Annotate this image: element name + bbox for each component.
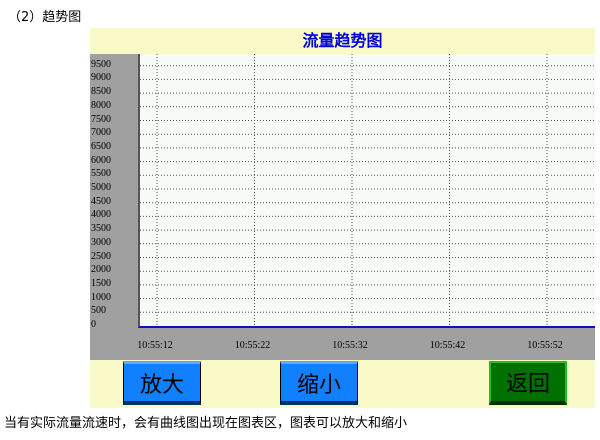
- x-tick-label: 10:55:52: [527, 340, 563, 351]
- x-axis: [90, 328, 595, 360]
- y-tick-label: 500: [91, 305, 106, 317]
- plot-area: [138, 54, 595, 328]
- back-button[interactable]: 返回: [489, 361, 567, 405]
- y-tick-label: 4500: [91, 195, 111, 207]
- y-tick-label: 2500: [91, 250, 111, 262]
- chart-title: 流量趋势图: [302, 31, 383, 50]
- y-tick-label: 2000: [91, 264, 111, 276]
- y-tick-label: 9500: [91, 58, 111, 70]
- y-tick-label: 6500: [91, 140, 111, 152]
- y-tick-label: 7000: [91, 127, 111, 139]
- y-tick-label: 3500: [91, 223, 111, 235]
- x-tick-label: 10:55:22: [234, 340, 271, 351]
- x-tick-label: 10:55:32: [332, 340, 368, 351]
- y-tick-label: 1000: [91, 291, 111, 303]
- x-tick-label: 10:55:12: [137, 340, 173, 351]
- x-tick-label: 10:55:42: [429, 340, 466, 351]
- trend-panel: 流量趋势图 放大 缩小 返回 0 500 1000 1500 2000 2500 3000 3…: [90, 28, 595, 408]
- zoom-out-button[interactable]: 缩小: [280, 361, 358, 405]
- zoom-in-button[interactable]: 放大: [123, 361, 201, 405]
- y-tick-label: 6000: [91, 154, 111, 166]
- section-heading: （2）趋势图: [8, 10, 82, 25]
- y-tick-label: 4000: [91, 209, 111, 221]
- y-tick-label: 7500: [91, 113, 111, 125]
- y-tick-label: 1500: [91, 277, 111, 289]
- y-axis: [90, 54, 138, 328]
- y-tick-label: 5500: [91, 168, 111, 180]
- y-tick-label: 3000: [91, 236, 111, 248]
- y-tick-label: 9000: [91, 72, 111, 84]
- y-tick-label: 8000: [91, 99, 111, 111]
- y-tick-label: 0: [91, 319, 96, 330]
- caption: 当有实际流量流速时，会有曲线图出现在图表区，图表可以放大和缩小: [4, 416, 408, 431]
- y-tick-label: 5000: [91, 182, 111, 193]
- y-tick-label: 8500: [91, 86, 111, 98]
